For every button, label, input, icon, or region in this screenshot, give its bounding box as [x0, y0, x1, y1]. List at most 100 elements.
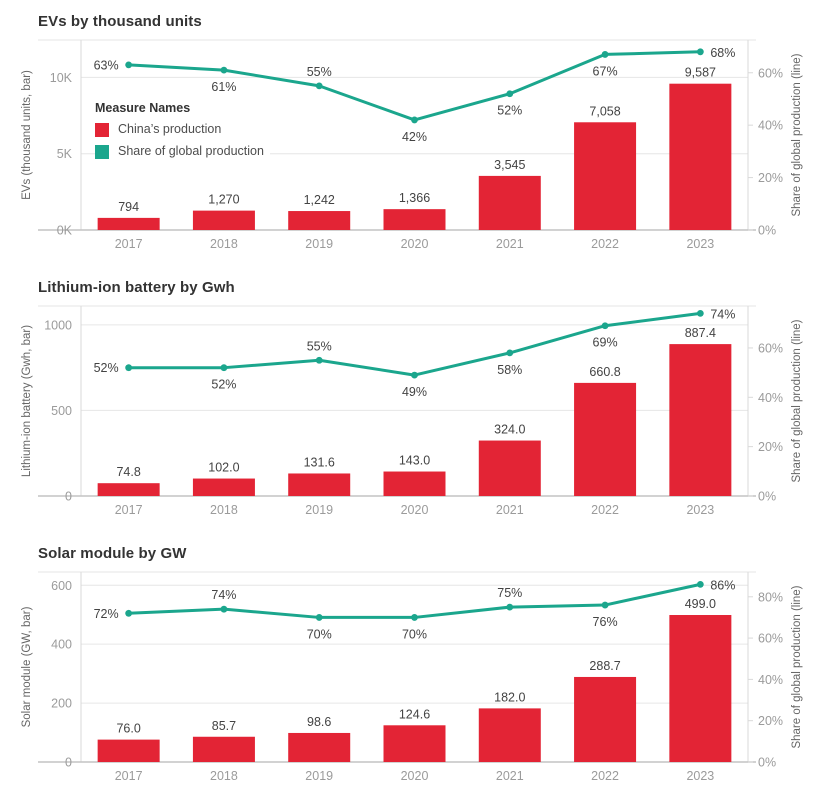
line-marker-2019 — [315, 82, 323, 90]
bar-2017 — [97, 217, 160, 230]
x-tick-label-2023: 2023 — [686, 769, 714, 783]
left-tick-label: 600 — [51, 579, 72, 593]
bar-2019 — [288, 732, 351, 762]
line-value-label: 58% — [497, 363, 522, 377]
bar-series-swatch-icon — [95, 122, 109, 137]
chart-title-solar: Solar module by GW — [38, 545, 187, 562]
x-tick-label-2021: 2021 — [496, 237, 524, 251]
line-marker-2018 — [220, 66, 228, 74]
line-value-label: 63% — [94, 58, 119, 72]
bar-2020 — [383, 725, 446, 762]
line-marker-2023 — [696, 48, 704, 56]
bar-2023 — [669, 344, 732, 496]
bar-value-label: 3,545 — [494, 158, 525, 172]
line-value-label: 42% — [402, 130, 427, 144]
x-tick-label-2022: 2022 — [591, 769, 619, 783]
bar-value-label: 182.0 — [494, 690, 525, 704]
bar-2020 — [383, 471, 446, 496]
left-tick-label: 10K — [50, 71, 73, 85]
line-marker-2020 — [411, 371, 418, 379]
line-value-label: 70% — [307, 627, 332, 641]
right-axis-title: Share of global production (line) — [791, 53, 803, 216]
right-tick-label: 20% — [758, 440, 783, 454]
line-value-label: 72% — [94, 607, 119, 621]
bar-value-label: 131.6 — [304, 455, 335, 469]
bar-2023 — [669, 615, 732, 762]
bar-value-label: 102.0 — [208, 461, 239, 475]
right-tick-label: 0% — [758, 224, 776, 238]
line-value-label: 68% — [710, 46, 735, 60]
chart-block-battery: Lithium-ion battery by Gwh 0 500 1000 0% 20%… — [0, 266, 827, 532]
right-tick-label: 60% — [758, 66, 783, 80]
right-tick-label: 60% — [758, 341, 783, 355]
left-tick-label: 0 — [65, 756, 72, 770]
x-tick-label-2022: 2022 — [591, 503, 619, 517]
line-marker-2017 — [125, 61, 133, 69]
right-axis-title: Share of global production (line) — [791, 585, 803, 748]
right-tick-label: 40% — [758, 391, 783, 405]
bar-value-label: 124.6 — [399, 707, 430, 721]
line-series-swatch-icon — [95, 144, 109, 159]
bar-2019 — [288, 211, 351, 230]
bar-value-label: 887.4 — [685, 326, 716, 340]
legend-item-line[interactable]: Share of global production — [95, 144, 264, 159]
x-tick-label-2019: 2019 — [305, 503, 333, 517]
left-tick-label: 500 — [51, 404, 72, 418]
line-value-label: 74% — [211, 588, 236, 602]
line-marker-2017 — [125, 364, 133, 372]
line-value-label: 76% — [593, 615, 618, 629]
line-value-label: 52% — [497, 104, 522, 118]
bar-value-label: 1,366 — [399, 191, 430, 205]
line-marker-2021 — [506, 90, 514, 98]
bar-value-label: 85.7 — [212, 719, 236, 733]
x-tick-label-2018: 2018 — [210, 237, 238, 251]
line-marker-2020 — [411, 614, 418, 621]
chart-block-solar: Solar module by GW 0 200 400 600 0% 20% 40% 60%… — [0, 532, 827, 798]
x-tick-label-2018: 2018 — [210, 769, 238, 783]
legend-item-label: China’s production — [118, 122, 222, 137]
right-tick-label: 40% — [758, 119, 783, 133]
bar-2021 — [478, 708, 541, 762]
line-marker-2019 — [315, 356, 323, 364]
solar-chart-canvas[interactable]: 0 200 400 600 0% 20% 40% 60% 80% Solar module (GW… — [0, 566, 827, 788]
evs-chart[interactable]: 0K 5K 10K 0% 20% 40% 60% EVs (thousand units, b… — [0, 34, 827, 256]
chart-title-evs: EVs by thousand units — [38, 13, 202, 30]
chart-title-battery: Lithium-ion battery by Gwh — [38, 279, 235, 296]
line-value-label: 55% — [307, 339, 332, 353]
solar-chart[interactable]: 0 200 400 600 0% 20% 40% 60% 80% Solar module (GW… — [0, 566, 827, 788]
line-marker-2022 — [601, 601, 609, 609]
line-marker-2023 — [696, 310, 704, 317]
line-value-label: 61% — [211, 80, 236, 94]
x-tick-label-2020: 2020 — [401, 503, 429, 517]
battery-chart-canvas[interactable]: 0 500 1000 0% 20% 40% 60% Lithium-ion battery (… — [0, 300, 827, 522]
legend-item-label: Share of global production — [118, 144, 264, 159]
line-marker-2021 — [506, 603, 514, 611]
left-tick-label: 200 — [51, 697, 72, 711]
line-marker-2023 — [696, 580, 704, 588]
bar-value-label: 74.8 — [116, 465, 140, 479]
right-tick-label: 80% — [758, 590, 783, 604]
right-tick-label: 20% — [758, 714, 783, 728]
x-tick-label-2022: 2022 — [591, 237, 619, 251]
line-marker-2017 — [125, 609, 133, 617]
left-tick-label: 400 — [51, 638, 72, 652]
line-value-label: 49% — [402, 385, 427, 399]
legend: Measure Names China’s production Share o… — [95, 100, 270, 161]
x-tick-label-2017: 2017 — [115, 503, 143, 517]
bar-value-label: 794 — [118, 200, 139, 214]
left-tick-label: 5K — [57, 147, 73, 161]
x-tick-label-2019: 2019 — [305, 237, 333, 251]
bar-2018 — [192, 478, 255, 496]
battery-chart[interactable]: 0 500 1000 0% 20% 40% 60% Lithium-ion battery (… — [0, 300, 827, 522]
line-value-label: 55% — [307, 65, 332, 79]
bar-value-label: 1,270 — [208, 193, 239, 207]
legend-item-bar[interactable]: China’s production — [95, 122, 264, 137]
bar-value-label: 76.0 — [116, 722, 140, 736]
left-axis-title: Solar module (GW, bar) — [21, 606, 33, 727]
right-tick-label: 0% — [758, 490, 776, 504]
bar-2017 — [97, 739, 160, 762]
evs-chart-canvas[interactable]: 0K 5K 10K 0% 20% 40% 60% EVs (thousand units, b… — [0, 34, 827, 256]
bar-2018 — [192, 210, 255, 230]
bar-2020 — [383, 209, 446, 230]
